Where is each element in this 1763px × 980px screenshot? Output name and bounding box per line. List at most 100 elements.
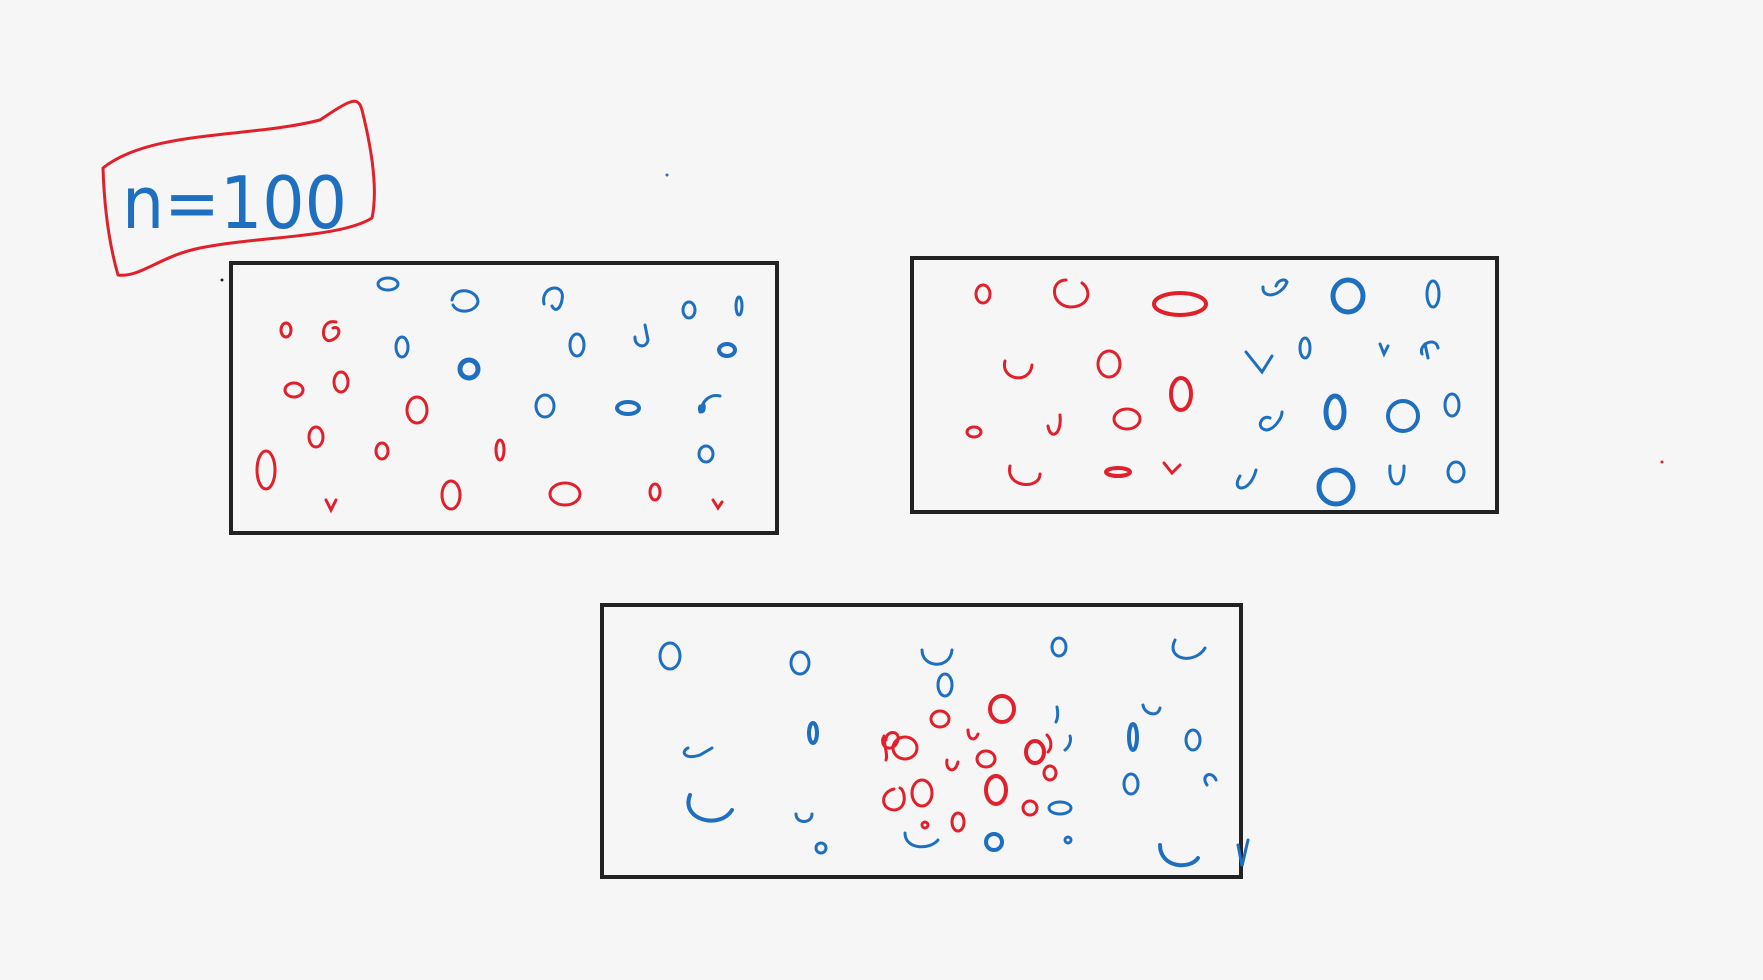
blue-dot [936,672,954,698]
blue-dot [1323,393,1347,431]
blue-dot [1127,722,1139,752]
dots-group [255,276,744,514]
red-dot [374,441,390,461]
red-dot [882,786,906,812]
red-dot [1042,764,1058,782]
blue-dot [1386,399,1420,433]
blue-dot [807,721,819,745]
blue-dot [1261,278,1289,297]
red-dot [920,820,930,830]
stray-mark [1660,460,1664,464]
stray-mark [665,173,669,177]
blue-dot [1388,464,1406,486]
scenario-box-bottom [600,603,1250,879]
blue-dot [457,357,481,381]
blue-dot [1203,773,1218,787]
blue-dot [697,444,715,464]
label-outline [101,99,376,277]
blue-dot [717,342,737,358]
blue-dot [542,286,564,311]
red-dot [974,283,992,305]
blue-dot [615,400,641,416]
label-text: n=100 [122,161,347,245]
blue-dot [1446,460,1466,484]
blue-dot [1236,838,1250,867]
red-dot [1169,376,1193,412]
box-frame [910,256,1499,514]
blue-dot [920,648,954,666]
red-dot [322,320,341,342]
blue-dot [1063,835,1073,845]
blue-dot [681,300,697,320]
red-dot [283,381,305,399]
blue-dot [734,295,744,317]
red-dot [1053,278,1090,309]
red-dot [975,749,997,769]
red-dot [1021,799,1039,817]
dots-group [965,277,1466,507]
blue-dot [1050,636,1068,658]
blue-dot [1158,843,1200,868]
red-dot [1008,464,1042,486]
red-dot [882,734,889,762]
red-dot [945,758,960,772]
blue-dot [903,831,940,849]
red-dot [1046,413,1062,436]
red-dot [405,395,429,425]
blue-dot [814,841,828,855]
blue-dot [1184,728,1202,752]
blue-dot [1244,350,1274,375]
blue-dot [1378,342,1390,358]
blue-dot [1425,279,1441,309]
blue-dot [1171,638,1207,660]
blue-dot [1298,336,1312,360]
blue-dot [682,746,714,759]
blue-dot [1443,392,1461,418]
blue-dot [534,393,556,419]
blue-dot [1258,410,1284,432]
blue-dot [1235,468,1258,490]
red-dot [494,438,506,462]
red-dot [1003,359,1034,380]
blue-dot [450,289,480,313]
blue-dot [633,323,650,348]
blue-dot [1419,340,1440,360]
blue-dot [1122,772,1140,796]
sample-size-label: n=100 [101,99,376,277]
blue-dot [984,832,1004,852]
blue-dot [1141,703,1162,716]
red-dot [1112,407,1142,431]
red-dot [440,479,462,511]
blue-dot [1054,705,1060,724]
red-dot [648,482,662,502]
red-dot [929,709,951,729]
blue-dot [794,812,814,823]
box-frame [229,261,779,535]
blue-dot [686,793,734,823]
blue-dot [1316,467,1356,507]
red-dot [891,735,919,761]
blue-dot [568,332,586,358]
red-dot [1162,461,1182,476]
red-dot [984,774,1008,806]
red-dot [711,498,724,511]
red-dot [966,728,980,741]
blue-dot [1063,734,1072,752]
blue-dot [1330,277,1366,315]
box-frame [600,603,1243,879]
red-dot [910,778,934,808]
scenario-box-top-left [229,261,779,535]
red-dot [279,321,293,339]
red-dot [1104,466,1132,478]
blue-dot [697,394,722,414]
red-dot [324,498,338,514]
red-dot [332,370,350,394]
stray-mark [220,278,224,282]
red-dot [307,425,325,449]
blue-dot [376,276,400,292]
red-dot [988,694,1016,724]
blue-dot [394,335,410,359]
blue-dot [1047,800,1073,816]
red-dot [1045,733,1053,754]
